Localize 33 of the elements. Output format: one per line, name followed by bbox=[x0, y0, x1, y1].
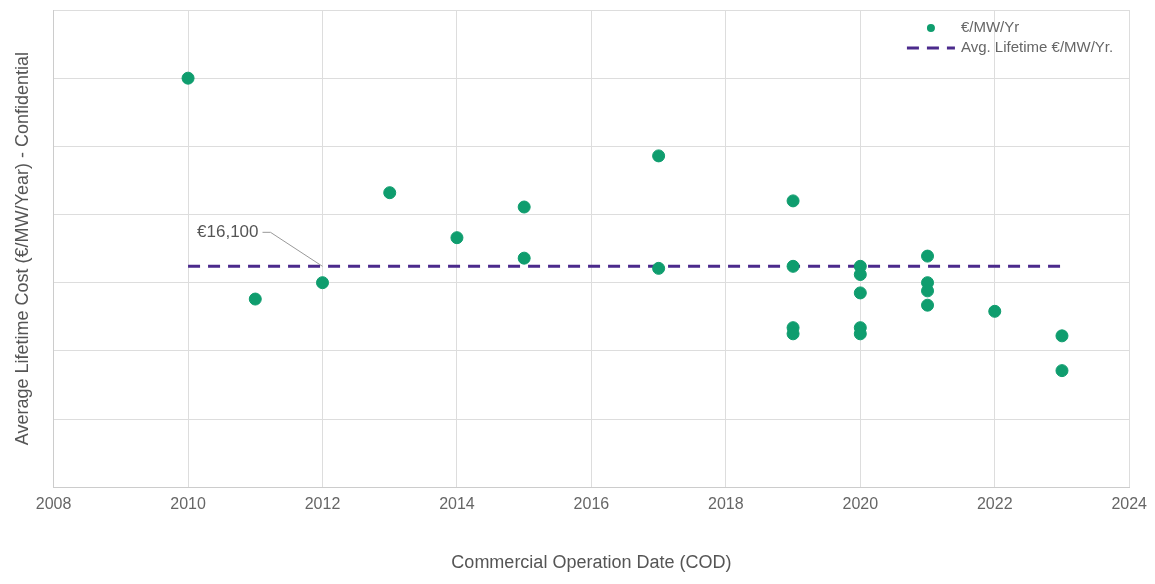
point bbox=[383, 186, 397, 200]
y-axis-title: Average Lifetime Cost (€/MW/Year) - Confidential bbox=[11, 52, 32, 446]
point bbox=[1055, 364, 1069, 378]
point bbox=[517, 200, 531, 214]
legend-label: €/MW/Yr bbox=[960, 18, 1020, 36]
legend-label: Avg. Lifetime €/MW/Yr. bbox=[960, 38, 1114, 56]
point bbox=[853, 268, 867, 282]
annotation: €16,100 bbox=[197, 222, 259, 242]
point bbox=[988, 304, 1002, 318]
x-tick-label: 2010 bbox=[170, 495, 206, 513]
x-tick-label: 2012 bbox=[304, 495, 341, 513]
x-tick-label: 2016 bbox=[573, 495, 610, 513]
x-tick-label: 2024 bbox=[1111, 495, 1148, 513]
point bbox=[316, 276, 329, 290]
x-tick-label: 2020 bbox=[842, 495, 879, 513]
point bbox=[853, 286, 867, 300]
point bbox=[921, 284, 935, 298]
point bbox=[1055, 329, 1069, 343]
point bbox=[517, 251, 531, 265]
x-axis-title: Commercial Operation Date (COD) bbox=[451, 552, 732, 573]
point bbox=[786, 194, 800, 208]
point bbox=[248, 292, 262, 306]
point bbox=[786, 259, 800, 273]
point bbox=[921, 249, 935, 263]
x-tick-label: 2018 bbox=[708, 495, 744, 513]
x-tick-label: 2022 bbox=[976, 495, 1013, 513]
x-tick-label: 2008 bbox=[35, 495, 72, 513]
point bbox=[652, 149, 666, 163]
point bbox=[181, 71, 195, 85]
point bbox=[652, 261, 666, 275]
x-tick-label: 2014 bbox=[439, 495, 475, 513]
point bbox=[921, 298, 935, 312]
point bbox=[450, 231, 464, 245]
